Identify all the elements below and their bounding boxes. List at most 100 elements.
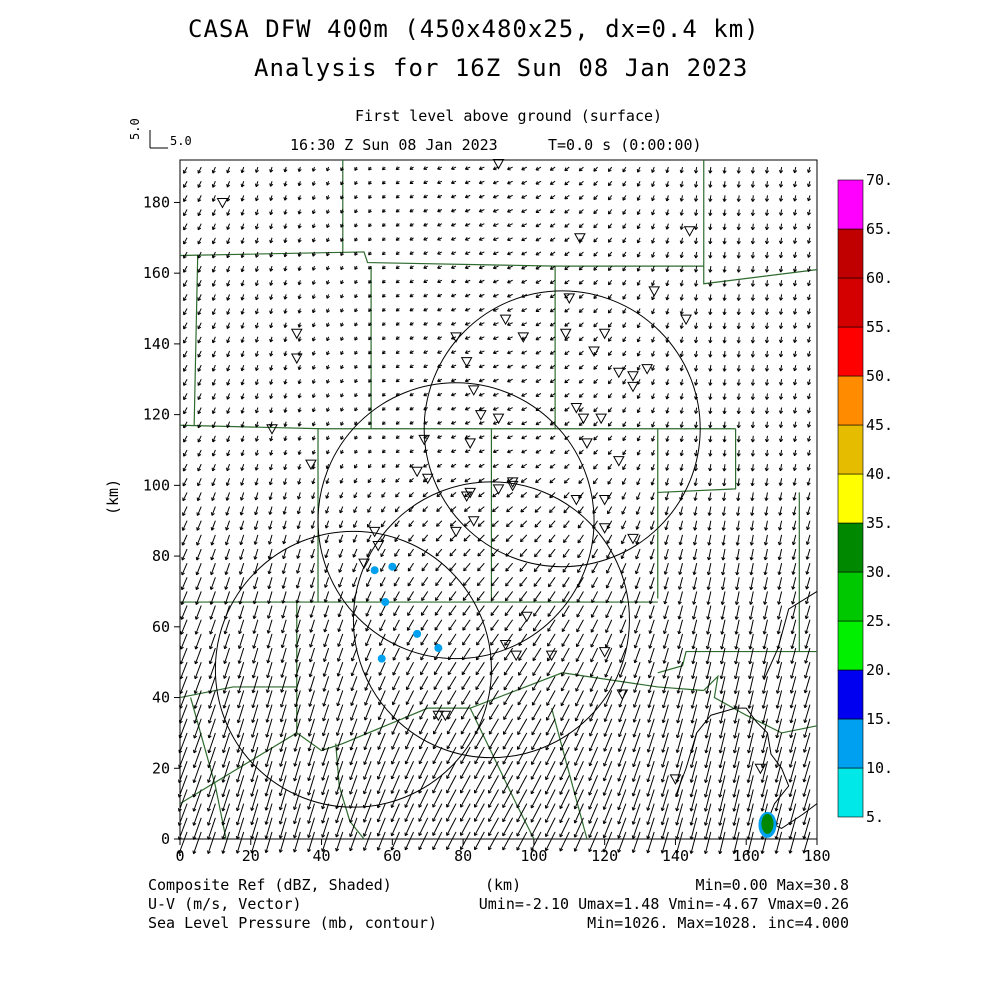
wind-vector-head bbox=[279, 835, 283, 839]
wind-vector bbox=[449, 576, 457, 587]
wind-vector bbox=[324, 548, 330, 559]
wind-vector bbox=[208, 676, 216, 694]
wind-vector bbox=[478, 237, 485, 241]
wind-vector-shaft bbox=[241, 364, 245, 371]
wind-vector bbox=[377, 746, 386, 765]
wind-vector-shaft bbox=[195, 605, 202, 620]
wind-vector bbox=[488, 718, 499, 735]
wind-vector bbox=[532, 619, 542, 632]
wind-vector-shaft bbox=[325, 548, 330, 558]
wind-vector bbox=[206, 789, 216, 812]
wind-vector-head bbox=[294, 734, 298, 737]
wind-vector-head bbox=[237, 720, 241, 724]
wind-vector-head bbox=[208, 750, 212, 754]
wind-vector bbox=[311, 379, 316, 384]
wind-vector-head bbox=[354, 253, 358, 256]
wind-vector-head bbox=[222, 850, 226, 854]
wind-vector bbox=[178, 732, 188, 754]
wind-vector bbox=[409, 166, 414, 170]
wind-vector-shaft bbox=[308, 732, 315, 752]
wind-vector bbox=[222, 690, 231, 709]
wind-vector-head bbox=[283, 541, 287, 545]
wind-vector bbox=[349, 817, 358, 838]
wind-vector-head bbox=[324, 644, 328, 648]
wind-vector-shaft bbox=[516, 746, 528, 765]
wind-vector-head bbox=[337, 688, 341, 692]
wind-vector-head bbox=[298, 452, 302, 455]
wind-vector-head bbox=[255, 467, 259, 471]
wind-vector-head bbox=[179, 735, 183, 739]
wind-vector bbox=[366, 562, 372, 573]
wind-vector-shaft bbox=[460, 732, 471, 750]
wind-vector-shaft bbox=[226, 506, 231, 516]
wind-vector-head bbox=[267, 660, 271, 664]
wind-vector-head bbox=[241, 368, 245, 372]
wind-vector bbox=[307, 761, 315, 782]
wind-vector bbox=[264, 831, 273, 854]
wind-vector-head bbox=[197, 185, 202, 188]
wind-vector-shaft bbox=[195, 591, 202, 605]
wind-vector bbox=[282, 492, 287, 500]
wind-vector bbox=[251, 676, 259, 694]
wind-vector bbox=[311, 181, 316, 186]
wind-vector bbox=[309, 619, 315, 633]
wind-vector-head bbox=[251, 836, 255, 840]
wind-vector bbox=[283, 478, 288, 485]
wind-vector bbox=[221, 775, 231, 798]
wind-vector-shaft bbox=[338, 577, 344, 588]
wind-vector bbox=[395, 251, 400, 255]
wind-vector bbox=[267, 548, 273, 560]
wind-vector bbox=[349, 775, 358, 795]
wind-vector bbox=[448, 633, 457, 646]
wind-vector-head bbox=[196, 587, 200, 591]
wind-vector bbox=[269, 251, 274, 258]
wind-vector-head bbox=[298, 395, 302, 399]
wind-vector-shaft bbox=[337, 676, 344, 692]
wind-vector-shaft bbox=[475, 647, 485, 661]
wind-vector-head bbox=[236, 822, 240, 826]
wind-vector-shaft bbox=[323, 662, 330, 677]
wind-vector-head bbox=[180, 661, 184, 665]
wind-vector-shaft bbox=[224, 577, 231, 590]
wind-vector bbox=[283, 223, 288, 229]
wind-vector-shaft bbox=[208, 732, 216, 754]
wind-vector bbox=[474, 732, 485, 750]
wind-vector bbox=[437, 293, 443, 298]
wind-vector-head bbox=[312, 324, 316, 328]
wind-vector-shaft bbox=[353, 520, 358, 528]
wind-vector-head bbox=[270, 396, 274, 399]
wind-vector-head bbox=[238, 646, 242, 649]
wind-vector bbox=[376, 817, 386, 837]
wind-vector-head bbox=[340, 338, 344, 341]
wind-vector bbox=[408, 520, 414, 527]
wind-vector-head bbox=[280, 763, 284, 767]
wind-vector-head bbox=[423, 495, 427, 498]
wind-vector bbox=[423, 265, 428, 269]
wind-vector bbox=[354, 166, 358, 171]
wind-vector-shaft bbox=[294, 690, 301, 707]
wind-vector bbox=[309, 577, 315, 589]
wind-vector bbox=[395, 322, 400, 326]
wind-vector-head bbox=[382, 437, 386, 440]
wind-vector-head bbox=[382, 466, 386, 469]
wind-vector bbox=[351, 619, 358, 632]
wind-vector bbox=[182, 478, 188, 487]
wind-vector-shaft bbox=[241, 449, 245, 456]
wind-vector bbox=[211, 181, 216, 188]
wind-vector-head bbox=[337, 658, 341, 662]
wind-vector-head bbox=[279, 821, 283, 825]
wind-vector bbox=[281, 577, 287, 589]
wind-vector-head bbox=[227, 340, 231, 344]
wind-vector bbox=[311, 223, 316, 229]
wind-vector bbox=[521, 194, 528, 199]
wind-vector bbox=[464, 463, 471, 468]
wind-vector bbox=[395, 477, 400, 483]
wind-vector-shaft bbox=[352, 548, 358, 558]
wind-vector-shaft bbox=[363, 789, 372, 809]
x-tick-label: 100 bbox=[520, 847, 547, 865]
wind-vector-head bbox=[255, 198, 259, 202]
wind-vector bbox=[211, 195, 216, 202]
wind-vector-shaft bbox=[503, 690, 514, 705]
wind-vector bbox=[294, 676, 301, 693]
wind-vector-head bbox=[255, 452, 259, 456]
